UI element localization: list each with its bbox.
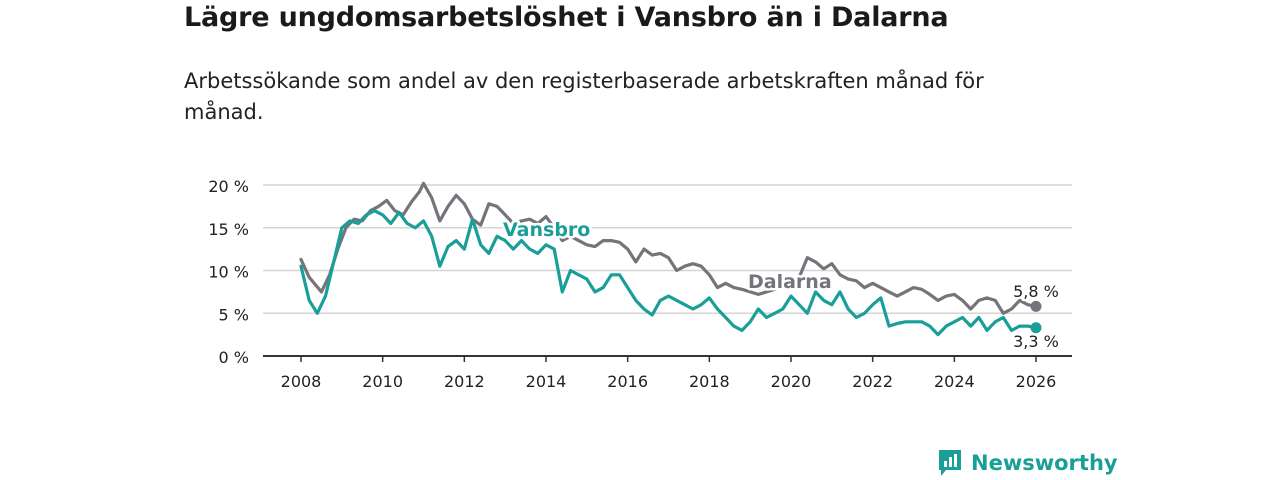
x-tick-label: 2008 — [281, 372, 322, 391]
y-tick-label: 20 % — [208, 177, 249, 196]
brand-name: Newsworthy — [971, 451, 1118, 475]
x-tick-label: 2024 — [934, 372, 975, 391]
x-tick-label: 2020 — [771, 372, 812, 391]
vansbro-end-point — [1030, 322, 1042, 334]
y-tick-label: 15 % — [208, 220, 249, 239]
vansbro-series-label: Vansbro — [503, 219, 590, 241]
y-axis: 0 % 5 % 10 % 15 % 20 % — [208, 177, 249, 367]
x-tick-label: 2014 — [526, 372, 567, 391]
gridlines — [263, 184, 1072, 314]
newsworthy-logo: Newsworthy — [937, 448, 1118, 478]
y-tick-label: 10 % — [208, 263, 249, 282]
x-tick-label: 2012 — [444, 372, 485, 391]
x-axis: 2008 2010 2012 2014 2016 2018 2020 2022 2024 2026 — [263, 355, 1072, 391]
dalarna-series-label: Dalarna — [748, 271, 832, 293]
x-tick-label: 2022 — [852, 372, 893, 391]
dalarna-line — [299, 181, 1038, 315]
y-tick-label: 5 % — [219, 305, 249, 324]
vansbro-end-value-label: 3,3 % — [1013, 332, 1059, 351]
dalarna-end-value-label: 5,8 % — [1013, 282, 1059, 301]
x-tick-label: 2010 — [362, 372, 403, 391]
chart-title: Lägre ungdomsarbetslöshet i Vansbro än i… — [184, 2, 949, 33]
chart-subtitle: Arbetssökande som andel av den registerb… — [184, 69, 984, 124]
vansbro-line — [299, 209, 1038, 337]
x-tick-label: 2018 — [689, 372, 730, 391]
newsworthy-icon — [939, 450, 961, 476]
x-tick-label: 2016 — [607, 372, 648, 391]
x-tick-label: 2026 — [1016, 372, 1057, 391]
series-labels: Dalarna Vansbro 5,8 % 3,3 % — [501, 217, 1061, 354]
y-tick-label: 0 % — [219, 348, 249, 367]
series-lines — [299, 181, 1042, 337]
dalarna-end-point — [1030, 300, 1042, 312]
